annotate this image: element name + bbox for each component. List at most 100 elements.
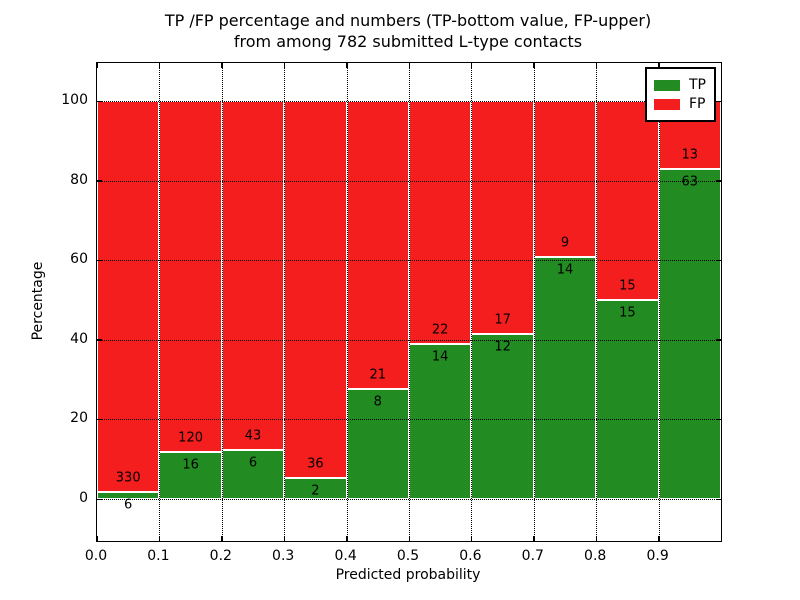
y-tick-mark [716, 498, 721, 500]
horizontal-gridline [97, 180, 721, 182]
horizontal-gridline [97, 419, 721, 421]
x-tick-label: 0.4 [334, 548, 357, 564]
y-tick-mark [97, 180, 102, 182]
x-tick-mark [720, 536, 722, 541]
horizontal-gridline [97, 101, 721, 102]
fp-swatch-icon [654, 98, 680, 110]
fp-count-label: 330 [115, 470, 141, 486]
x-tick-mark [221, 536, 223, 541]
y-tick-mark [97, 498, 102, 500]
fp-count-label: 15 [619, 278, 636, 294]
x-tick-label: 0.9 [646, 548, 669, 564]
y-tick-mark [716, 339, 721, 341]
legend-label-tp: TP [689, 77, 706, 93]
x-tick-mark [720, 63, 722, 68]
tp-count-label: 2 [311, 483, 320, 499]
bar-fp-segment [533, 101, 597, 257]
x-tick-mark [221, 63, 223, 68]
vertical-gridline [409, 63, 410, 541]
fp-count-label: 22 [431, 322, 449, 338]
horizontal-gridline [97, 499, 721, 500]
x-tick-mark [595, 536, 598, 541]
x-tick-label: 0.0 [84, 548, 108, 564]
tp-count-label: 63 [681, 174, 699, 190]
x-tick-mark [658, 63, 660, 68]
fp-count-label: 13 [681, 147, 699, 163]
y-tick-label: 60 [70, 251, 88, 268]
x-tick-mark [595, 63, 598, 68]
vertical-gridline [658, 63, 660, 541]
y-tick-mark [97, 418, 102, 421]
chart-title-line1: TP /FP percentage and numbers (TP-bottom… [164, 11, 652, 30]
vertical-gridline [596, 63, 598, 541]
bar-fp-segment [159, 101, 222, 453]
legend: TP FP [645, 67, 716, 122]
y-tick-mark [97, 339, 102, 341]
fp-count-label: 9 [560, 235, 570, 251]
bar-fp-segment [596, 101, 659, 300]
legend-entry-tp: TP [654, 77, 706, 93]
x-tick-label: 0.3 [272, 548, 295, 564]
tp-count-label: 14 [556, 262, 574, 278]
bar-tp-segment [97, 491, 160, 499]
chart-title-line2: from among 782 submitted L-type contacts [233, 32, 583, 51]
x-tick-mark [533, 63, 535, 68]
tp-count-label: 8 [373, 394, 382, 410]
y-tick-mark [716, 180, 721, 182]
tp-count-label: 16 [182, 457, 199, 473]
y-tick-mark [97, 259, 102, 262]
y-tick-label: 0 [79, 490, 88, 506]
x-tick-mark [283, 536, 286, 541]
x-tick-mark [533, 536, 535, 541]
x-tick-mark [283, 63, 286, 68]
fp-count-label: 17 [494, 312, 511, 328]
x-tick-mark [96, 536, 98, 541]
x-tick-label: 0.6 [459, 548, 482, 564]
vertical-gridline [221, 63, 223, 541]
x-tick-label: 0.8 [584, 548, 607, 564]
y-tick-label: 20 [70, 410, 88, 427]
bar-fp-segment [409, 101, 472, 345]
vertical-gridline [533, 63, 535, 541]
bar-fp-segment [471, 101, 534, 335]
bar-fp-segment [346, 101, 409, 390]
fp-count-label: 120 [178, 430, 204, 446]
x-axis-label: Predicted probability [335, 567, 481, 583]
tp-count-label: 6 [248, 455, 258, 471]
bar-tp-segment [596, 300, 659, 499]
tp-count-label: 6 [124, 497, 133, 513]
bar-tp-segment [221, 450, 285, 499]
bar-tp-segment [533, 256, 597, 499]
chart-title: TP /FP percentage and numbers (TP-bottom… [96, 10, 720, 52]
x-tick-mark [658, 536, 660, 541]
bar-tp-segment [409, 344, 472, 499]
vertical-gridline [346, 63, 348, 541]
bar-tp-segment [658, 169, 721, 499]
bar-fp-segment [284, 101, 347, 479]
vertical-gridline [284, 63, 286, 541]
x-tick-mark [408, 536, 410, 541]
tp-swatch-icon [654, 79, 680, 91]
legend-label-fp: FP [689, 96, 706, 112]
x-tick-mark [346, 63, 348, 68]
x-tick-mark [470, 536, 473, 541]
tp-count-label: 14 [431, 349, 449, 365]
bar-fp-segment [221, 101, 285, 451]
y-tick-mark [716, 100, 721, 102]
y-tick-mark [97, 100, 102, 102]
bar-fp-segment [97, 101, 160, 492]
fp-count-label: 21 [369, 367, 387, 383]
fp-count-label: 43 [244, 428, 262, 444]
y-tick-mark [716, 418, 721, 421]
bar-tp-segment [471, 334, 534, 499]
vertical-gridline [471, 63, 473, 541]
x-tick-label: 0.1 [147, 548, 170, 564]
horizontal-gridline [97, 260, 721, 262]
vertical-gridline [159, 63, 161, 541]
x-tick-mark [470, 63, 473, 68]
y-tick-label: 100 [61, 92, 88, 108]
y-tick-label: 40 [70, 330, 88, 347]
tp-count-label: 12 [494, 339, 511, 355]
x-tick-mark [346, 536, 348, 541]
